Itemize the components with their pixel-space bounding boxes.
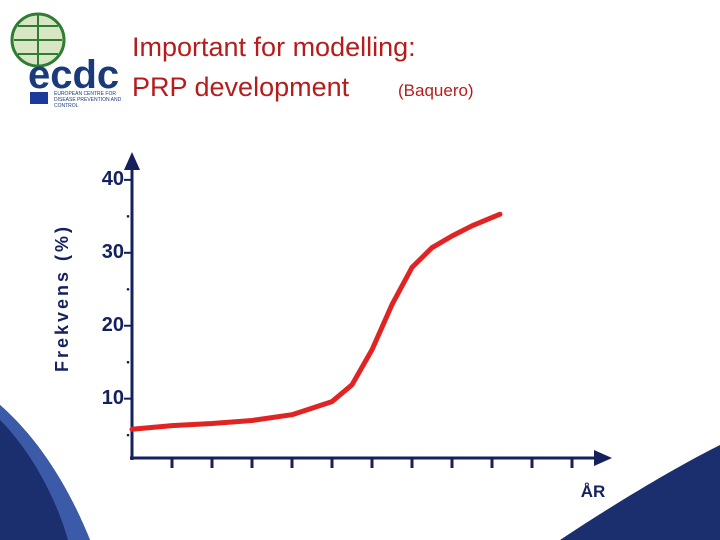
logo: ecdc EUROPEAN CENTRE FOR DISEASE PREVENT… — [10, 12, 122, 109]
swoosh-left-light — [0, 405, 90, 540]
data-line — [129, 211, 503, 432]
y-tick-label: 40 — [102, 168, 124, 190]
swoosh-right — [560, 445, 720, 540]
logo-caption: EUROPEAN CENTRE FOR — [54, 91, 116, 97]
x-axis-label: ÅR — [581, 482, 606, 501]
y-minor-tick — [126, 360, 130, 364]
eu-flag — [30, 92, 48, 104]
logo-caption: CONTROL — [54, 103, 79, 109]
y-minor-tick — [126, 287, 130, 291]
source: (Baquero) — [398, 81, 474, 100]
x-arrow — [594, 450, 612, 466]
y-tick-label: 30 — [102, 241, 124, 263]
logo-grid — [14, 14, 62, 66]
y-minor-tick — [126, 433, 130, 437]
y-minor-tick — [126, 215, 130, 218]
logo-mark: ecdc — [28, 53, 119, 97]
logo-caption: DISEASE PREVENTION AND — [54, 97, 122, 103]
title: Important for modelling: — [132, 32, 416, 62]
y-tick-label: 20 — [102, 314, 124, 336]
y-tick-label: 10 — [102, 387, 124, 409]
y-arrow — [124, 152, 140, 170]
y-axis-label: Frekvens (%) — [52, 224, 72, 372]
subtitle: PRP development — [132, 72, 350, 102]
